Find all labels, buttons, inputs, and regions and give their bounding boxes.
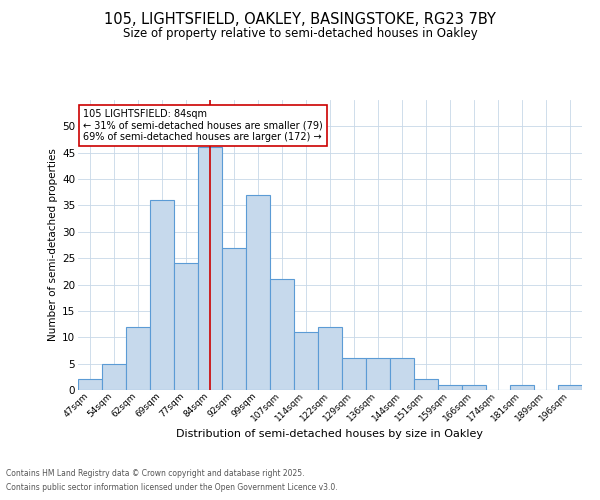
Bar xyxy=(270,280,294,390)
Bar xyxy=(222,248,246,390)
Bar xyxy=(438,384,462,390)
Bar xyxy=(246,195,270,390)
Text: 105 LIGHTSFIELD: 84sqm
← 31% of semi-detached houses are smaller (79)
69% of sem: 105 LIGHTSFIELD: 84sqm ← 31% of semi-det… xyxy=(83,108,323,142)
Bar xyxy=(174,264,198,390)
Bar xyxy=(414,380,438,390)
Bar xyxy=(198,148,222,390)
X-axis label: Distribution of semi-detached houses by size in Oakley: Distribution of semi-detached houses by … xyxy=(176,429,484,439)
Bar xyxy=(126,326,150,390)
Bar xyxy=(150,200,174,390)
Bar xyxy=(510,384,534,390)
Text: Size of property relative to semi-detached houses in Oakley: Size of property relative to semi-detach… xyxy=(122,28,478,40)
Bar xyxy=(462,384,486,390)
Text: 105, LIGHTSFIELD, OAKLEY, BASINGSTOKE, RG23 7BY: 105, LIGHTSFIELD, OAKLEY, BASINGSTOKE, R… xyxy=(104,12,496,28)
Bar xyxy=(78,380,102,390)
Bar xyxy=(390,358,414,390)
Bar xyxy=(366,358,390,390)
Bar xyxy=(318,326,342,390)
Y-axis label: Number of semi-detached properties: Number of semi-detached properties xyxy=(48,148,58,342)
Bar xyxy=(558,384,582,390)
Bar xyxy=(342,358,366,390)
Bar xyxy=(294,332,318,390)
Text: Contains HM Land Registry data © Crown copyright and database right 2025.: Contains HM Land Registry data © Crown c… xyxy=(6,468,305,477)
Bar xyxy=(102,364,126,390)
Text: Contains public sector information licensed under the Open Government Licence v3: Contains public sector information licen… xyxy=(6,484,338,492)
